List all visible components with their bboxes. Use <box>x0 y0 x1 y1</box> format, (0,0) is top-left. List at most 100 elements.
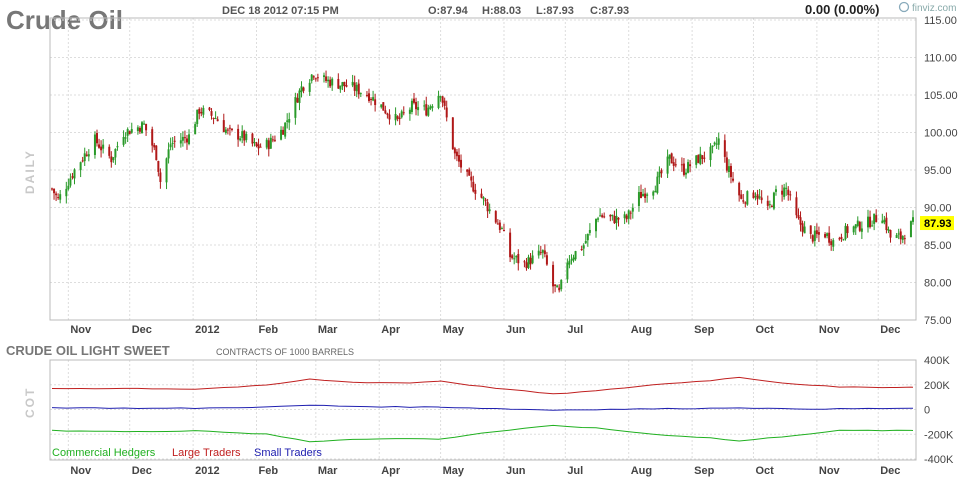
candle <box>580 245 583 251</box>
candle-body <box>824 234 827 238</box>
candle-body <box>727 166 730 172</box>
candle-body <box>611 214 614 217</box>
candle-body <box>617 217 620 220</box>
candle <box>222 113 225 133</box>
candle-body <box>552 264 555 287</box>
candle-body <box>529 257 532 265</box>
candle-body <box>59 194 62 200</box>
candle-body <box>682 163 685 175</box>
candle-body <box>658 171 661 178</box>
candle <box>93 131 96 159</box>
price-month-label: Sep <box>694 324 714 336</box>
candle <box>325 70 328 83</box>
candle-body <box>654 190 657 193</box>
cot-month-label: Dec <box>132 465 152 477</box>
cot-grid <box>50 359 916 460</box>
candle-body <box>666 156 669 174</box>
candle-body <box>558 287 561 291</box>
candle <box>875 209 878 223</box>
candle-body <box>130 129 133 133</box>
candle <box>709 143 712 167</box>
price-tick-label: 80.00 <box>924 278 952 290</box>
candle-body <box>226 129 229 131</box>
candle-body <box>484 199 487 202</box>
candle-body <box>787 189 790 195</box>
high-label: H:88.03 <box>482 5 521 17</box>
candle <box>308 79 311 96</box>
candle <box>789 190 792 201</box>
candle <box>394 107 397 126</box>
candle-body <box>367 93 370 101</box>
candle <box>451 116 454 150</box>
candle-body <box>167 149 170 159</box>
price-tick-label: 90.00 <box>924 203 952 215</box>
candle-body <box>680 164 683 166</box>
candle-body <box>151 129 154 146</box>
candle-body <box>903 238 906 240</box>
candle-body <box>766 200 769 206</box>
candle <box>259 143 262 148</box>
candle <box>83 147 86 166</box>
candle-body <box>842 239 845 241</box>
candle <box>871 220 874 227</box>
candle <box>316 73 319 82</box>
candle <box>357 79 360 99</box>
candle <box>339 85 342 93</box>
candle-body <box>803 226 806 234</box>
candle-body <box>310 74 313 81</box>
candle-body <box>566 262 569 280</box>
candle <box>457 148 460 168</box>
candle <box>770 204 773 208</box>
candle <box>744 201 747 208</box>
candle-body <box>384 110 387 114</box>
candle <box>372 90 375 102</box>
candle-body <box>631 207 634 212</box>
candle <box>441 95 444 108</box>
candle <box>828 226 831 246</box>
candle <box>560 279 563 292</box>
candle-body <box>895 234 898 238</box>
candle-body <box>408 109 411 114</box>
candle <box>854 223 857 235</box>
candle <box>687 159 690 174</box>
candle-body <box>789 194 792 196</box>
candle <box>169 137 172 151</box>
candle <box>100 140 103 158</box>
candle <box>208 106 211 112</box>
cot-month-label: May <box>443 465 465 477</box>
candle-body <box>873 213 876 224</box>
candle <box>901 235 904 244</box>
candle <box>351 74 354 88</box>
candle <box>552 261 555 294</box>
candle-body <box>609 214 612 217</box>
candle-body <box>899 231 902 240</box>
candle-body <box>852 226 855 233</box>
candle-body <box>98 144 101 148</box>
candle-body <box>460 159 463 168</box>
candle-body <box>95 133 98 144</box>
candle-body <box>703 157 706 159</box>
candle-body <box>482 197 485 200</box>
candle <box>386 112 389 119</box>
candle <box>124 132 127 144</box>
candle <box>138 126 141 134</box>
price-frame <box>49 17 917 321</box>
candle <box>153 142 156 151</box>
cot-title: CRUDE OIL LIGHT SWEET <box>6 343 170 358</box>
candle <box>53 188 56 200</box>
candle <box>69 173 72 188</box>
candle <box>337 73 340 90</box>
candle <box>486 198 489 218</box>
cot-legend: Commercial Hedgers Large Traders Small T… <box>52 447 322 459</box>
candle <box>574 250 577 261</box>
candle <box>656 171 659 195</box>
candle-body <box>302 87 305 91</box>
candle-body <box>795 197 798 216</box>
candle <box>286 113 289 129</box>
candle <box>288 112 291 131</box>
candle-body <box>138 127 141 132</box>
candle-body <box>500 228 503 230</box>
candle <box>887 226 890 234</box>
price-month-label: Jul <box>567 324 583 336</box>
candle <box>832 238 835 252</box>
